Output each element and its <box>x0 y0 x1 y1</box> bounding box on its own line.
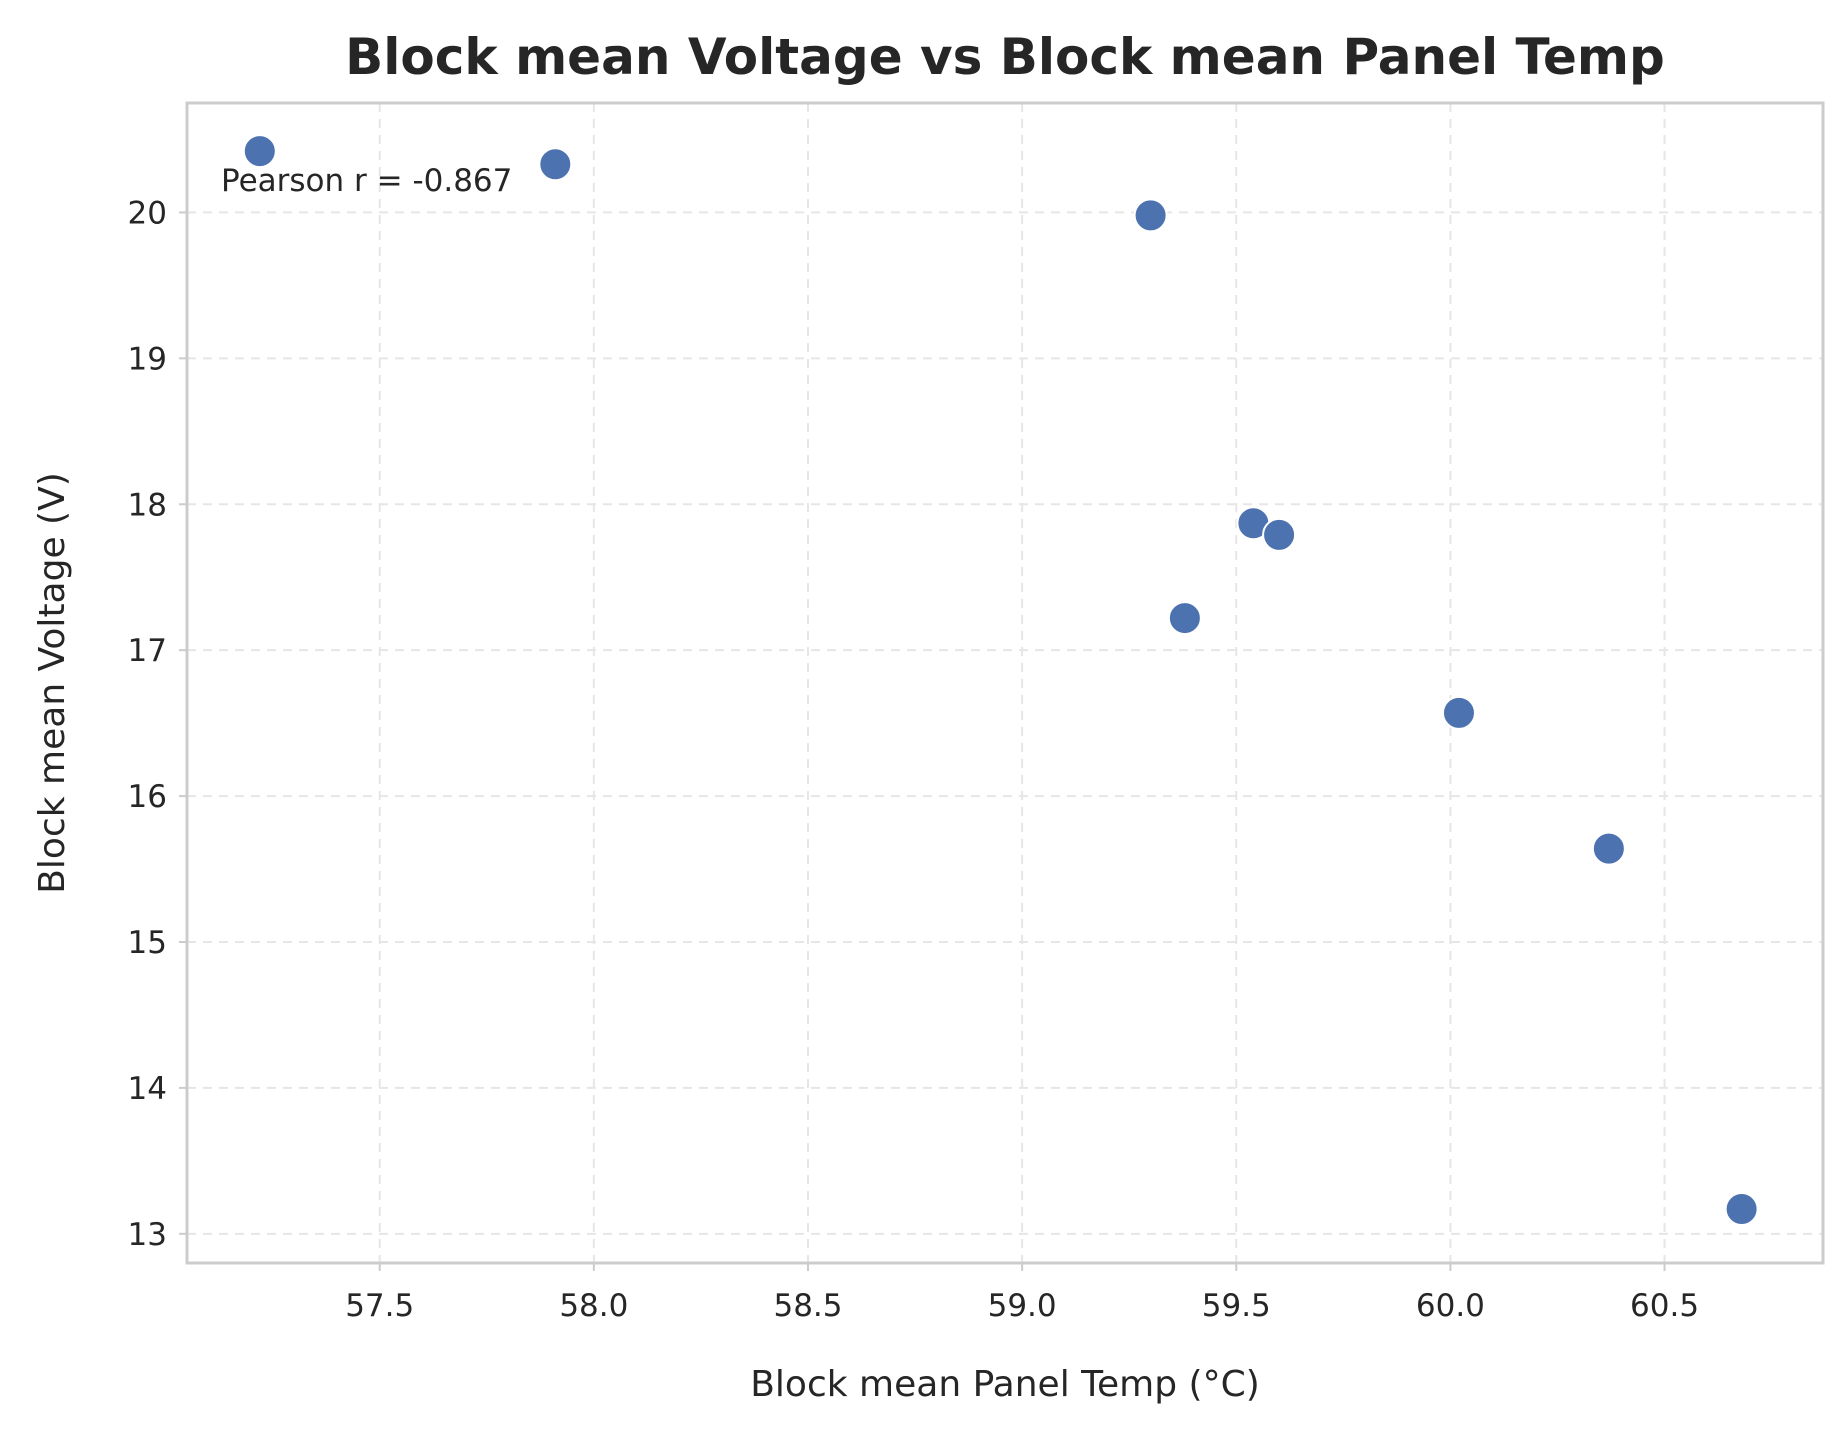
scatter-point <box>1441 695 1476 730</box>
x-tick-label: 58.5 <box>773 1288 842 1324</box>
y-axis-label: Block mean Voltage (V) <box>32 472 73 894</box>
scatter-point <box>1591 831 1626 866</box>
x-tick-label: 60.5 <box>1630 1288 1699 1324</box>
y-tick-label: 14 <box>128 1071 167 1107</box>
data-points <box>242 134 1759 1227</box>
scatter-point <box>1167 601 1202 636</box>
x-axis-label: Block mean Panel Temp (°C) <box>750 1364 1260 1405</box>
scatter-point <box>1262 517 1297 552</box>
scatter-point <box>242 134 277 169</box>
pearson-annotation: Pearson r = -0.867 <box>221 163 512 199</box>
y-tick-label: 13 <box>128 1217 167 1253</box>
x-tick-label: 57.5 <box>345 1288 414 1324</box>
y-tick-label: 19 <box>128 341 167 377</box>
y-tick-label: 15 <box>128 925 167 961</box>
y-tick-label: 16 <box>128 779 167 815</box>
scatter-point <box>538 147 573 182</box>
plot-frame <box>185 101 1825 1265</box>
scatter-point <box>1133 198 1168 233</box>
scatter-point <box>1724 1192 1759 1227</box>
tick-labels: 57.5 58.0 58.5 59.0 59.5 60.0 60.5 13 14 15 16 17 18… <box>128 195 1700 1324</box>
x-tick-label: 60.0 <box>1416 1288 1485 1324</box>
chart-title: Block mean Voltage vs Block mean Panel T… <box>345 28 1665 86</box>
x-tick-label: 59.5 <box>1202 1288 1271 1324</box>
y-tick-label: 20 <box>128 195 167 231</box>
y-tick-label: 18 <box>128 487 167 523</box>
x-tick-label: 58.0 <box>559 1288 628 1324</box>
y-tick-label: 17 <box>128 633 167 669</box>
grid-lines <box>187 103 1823 1263</box>
x-tick-label: 59.0 <box>988 1288 1057 1324</box>
